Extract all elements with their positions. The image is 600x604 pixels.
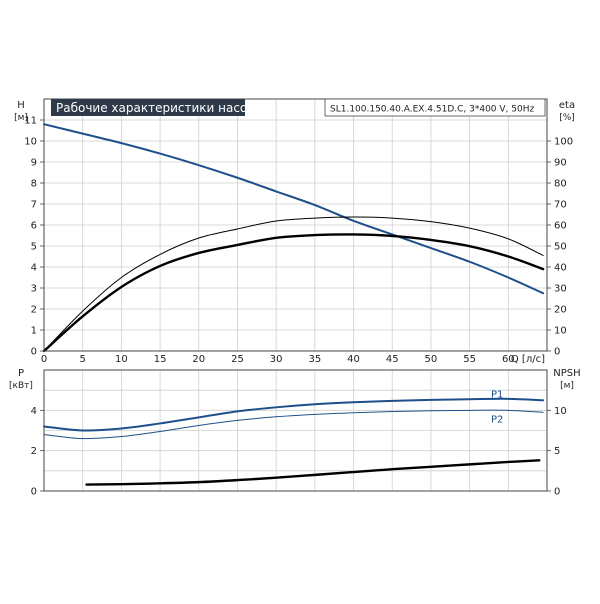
y2-axis-unit: [м]: [560, 381, 574, 391]
y2-tick-label: 100: [554, 137, 573, 148]
y2-tick-label: 30: [554, 284, 567, 295]
y2-axis-title: NPSH: [553, 368, 580, 379]
x-tick-label: 0: [41, 354, 47, 365]
series-p1-line: [43, 397, 545, 432]
y2-tick-label: 70: [554, 200, 567, 211]
x-tick-label: 60: [502, 354, 515, 365]
y2-axis-title: eta: [559, 100, 575, 111]
x-tick-label: 25: [231, 354, 244, 365]
x-axis-title: Q [л/с]: [511, 354, 545, 365]
y-tick-label: 1: [31, 326, 37, 337]
grid-layer: [43, 98, 548, 492]
y-tick-label: 4: [31, 406, 37, 417]
y-tick-label: 0: [31, 487, 37, 498]
y-tick-label: 5: [31, 242, 37, 253]
y-axis-title: H: [17, 100, 25, 111]
y-tick-label: 2: [31, 446, 37, 457]
y-tick-label: 9: [31, 158, 37, 169]
y-tick-label: 2: [31, 305, 37, 316]
x-tick-label: 5: [80, 354, 86, 365]
plot-frame: [43, 369, 548, 492]
x-tick-label: 40: [347, 354, 360, 365]
y2-tick-label: 50: [554, 242, 567, 253]
x-tick-label: 15: [154, 354, 167, 365]
y2-tick-label: 80: [554, 179, 567, 190]
y-axis-unit: [м]: [14, 113, 28, 123]
x-tick-label: 45: [386, 354, 399, 365]
y-tick-label: 10: [24, 137, 37, 148]
series-bottom-2-line: [85, 459, 541, 486]
y-tick-label: 8: [31, 179, 37, 190]
y2-tick-label: 20: [554, 305, 567, 316]
axes-layer: [40, 98, 551, 492]
x-tick-label: 35: [308, 354, 321, 365]
series-top-2-line: [43, 216, 544, 352]
x-tick-label: 50: [425, 354, 438, 365]
y-tick-label: 3: [31, 284, 37, 295]
series-top-1-line: [42, 233, 545, 353]
series-layer: [42, 123, 545, 486]
y-tick-label: 4: [31, 263, 37, 274]
pump-model: SL1.100.150.40.A.EX.4.51D.C, 3*400 V, 50…: [330, 105, 534, 115]
y2-tick-label: 90: [554, 158, 567, 169]
series-top-0-line: [43, 123, 545, 295]
series-label-p2: P2: [491, 414, 503, 425]
y-tick-label: 11: [24, 116, 37, 127]
y2-tick-label: 10: [554, 406, 567, 417]
x-tick-label: 30: [270, 354, 283, 365]
labels-layer: 012345678910110102030405060708090100H[м]…: [9, 100, 581, 498]
chart-title: Рабочие характеристики насоса: [56, 101, 261, 115]
y2-tick-label: 0: [554, 487, 560, 498]
series-p2-line: [43, 409, 544, 440]
title-box: [51, 99, 245, 116]
y2-tick-label: 0: [554, 347, 560, 358]
model-box: [324, 98, 546, 117]
y-axis-title: P: [18, 368, 24, 379]
series-label-p1: P1: [491, 389, 503, 400]
y2-tick-label: 60: [554, 221, 567, 232]
y2-tick-label: 40: [554, 263, 567, 274]
y-tick-label: 6: [31, 221, 37, 232]
x-tick-label: 55: [463, 354, 476, 365]
y2-tick-label: 5: [554, 446, 560, 457]
y-tick-label: 7: [31, 200, 37, 211]
y2-tick-label: 10: [554, 326, 567, 337]
x-tick-label: 10: [115, 354, 128, 365]
y-tick-label: 0: [31, 347, 37, 358]
x-tick-label: 20: [192, 354, 205, 365]
y-axis-unit: [кВт]: [9, 381, 33, 391]
y2-axis-unit: [%]: [559, 113, 575, 123]
